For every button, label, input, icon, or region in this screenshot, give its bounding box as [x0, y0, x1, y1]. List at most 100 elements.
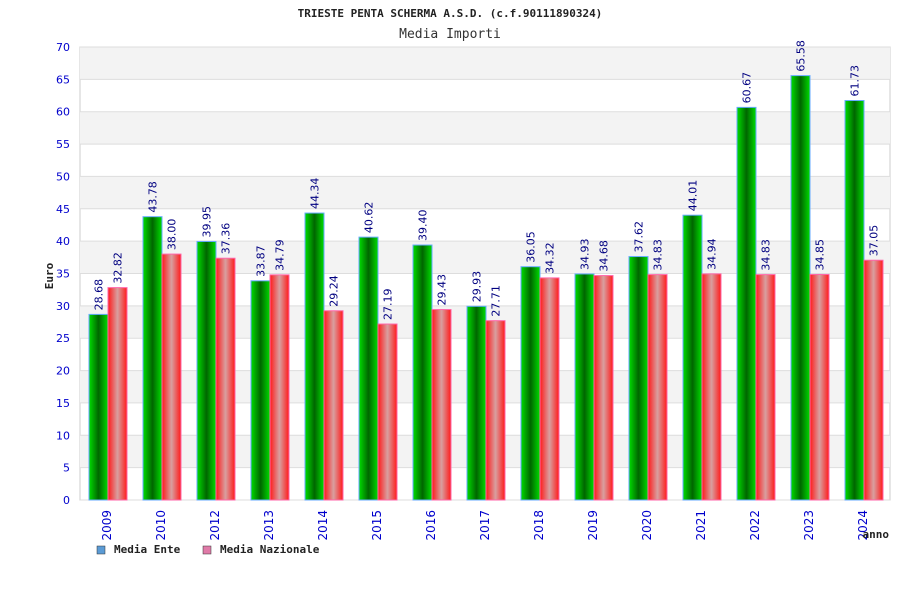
y-tick-label: 25: [56, 332, 70, 345]
y-tick-label: 50: [56, 170, 70, 183]
data-label: 37.36: [220, 223, 233, 255]
bar-media-ente-2013: [250, 280, 271, 501]
x-tick-label: 2021: [694, 510, 708, 541]
bar-media-ente-2018: [520, 266, 541, 501]
grid-band: [80, 176, 890, 209]
data-label: 61.73: [849, 65, 862, 97]
grid-band: [80, 47, 890, 80]
x-tick-label: 2020: [640, 510, 654, 541]
x-tick-label: 2013: [262, 510, 276, 541]
data-label: 65.58: [795, 40, 808, 72]
data-label: 36.05: [525, 231, 538, 263]
x-tick-label: 2016: [424, 510, 438, 541]
legend-swatch-media-ente: [96, 545, 106, 555]
bar-media-ente-2017: [466, 305, 487, 501]
bar-media-ente-2014: [304, 212, 325, 501]
y-tick-label: 5: [63, 462, 70, 475]
bar-media-nazionale-2018: [539, 277, 560, 501]
y-tick-label: 20: [56, 365, 70, 378]
bar-media-nazionale-2022: [755, 274, 776, 501]
data-label: 34.68: [598, 240, 611, 272]
legend-label-media-ente: Media Ente: [114, 543, 181, 556]
grid-band: [80, 111, 890, 145]
bar-media-nazionale-2010: [161, 253, 182, 501]
bar-media-nazionale-2012: [215, 257, 236, 501]
bar-media-nazionale-2023: [809, 273, 830, 501]
bar-media-ente-2010: [142, 216, 163, 501]
bar-media-nazionale-2024: [863, 259, 884, 501]
data-label: 34.79: [274, 239, 287, 271]
bar-media-nazionale-2009: [107, 287, 128, 501]
data-label: 34.94: [706, 238, 719, 270]
data-label: 43.78: [147, 181, 160, 213]
data-label: 40.62: [363, 202, 376, 234]
data-label: 29.93: [471, 271, 484, 303]
y-tick-label: 15: [56, 397, 70, 410]
y-tick-label: 40: [56, 235, 70, 248]
bar-media-ente-2009: [88, 313, 109, 501]
bar-media-ente-2016: [412, 244, 433, 501]
bar-media-nazionale-2015: [377, 323, 398, 501]
chart-subtitle: Media Importi: [399, 27, 501, 42]
data-label: 37.62: [633, 221, 646, 253]
data-label: 28.68: [93, 279, 106, 311]
legend-swatch-media-nazionale: [202, 545, 212, 555]
chart-title: TRIESTE PENTA SCHERMA A.S.D. (c.f.901118…: [298, 7, 603, 20]
x-tick-label: 2023: [802, 510, 816, 541]
bar-media-ente-2012: [196, 240, 217, 501]
x-tick-label: 2024: [856, 510, 870, 541]
x-tick-label: 2022: [748, 510, 762, 541]
legend: Media Ente Media Nazionale: [96, 543, 320, 556]
bar-media-ente-2015: [358, 236, 379, 501]
data-label: 33.87: [255, 245, 268, 277]
data-label: 44.01: [687, 180, 700, 212]
x-tick-label: 2012: [208, 510, 222, 541]
y-tick-label: 35: [56, 268, 70, 281]
data-label: 27.19: [382, 289, 395, 321]
y-tick-label: 65: [56, 73, 70, 86]
bar-media-nazionale-2017: [485, 320, 506, 501]
y-axis-label: Euro: [43, 262, 56, 289]
data-label: 34.93: [579, 238, 592, 270]
x-tick-label: 2019: [586, 510, 600, 541]
data-label: 29.24: [328, 275, 341, 307]
x-tick-label: 2009: [100, 510, 114, 541]
bar-media-nazionale-2020: [647, 274, 668, 501]
bar-media-nazionale-2014: [323, 310, 344, 501]
y-tick-label: 30: [56, 300, 70, 313]
data-label: 27.71: [490, 285, 503, 317]
data-label: 34.83: [652, 239, 665, 271]
x-axis-label: anno: [863, 528, 890, 541]
x-tick-label: 2010: [154, 510, 168, 541]
data-label: 34.85: [814, 239, 827, 271]
bar-media-nazionale-2021: [701, 273, 722, 501]
data-label: 44.34: [309, 178, 322, 210]
y-tick-label: 45: [56, 203, 70, 216]
data-label: 34.32: [544, 242, 557, 274]
y-tick-label: 10: [56, 429, 70, 442]
x-tick-label: 2015: [370, 510, 384, 541]
bar-media-ente-2023: [790, 75, 811, 501]
data-label: 60.67: [741, 72, 754, 104]
bar-media-ente-2020: [628, 256, 649, 501]
y-tick-label: 55: [56, 138, 70, 151]
bar-media-ente-2021: [682, 214, 703, 501]
y-tick-label: 70: [56, 41, 70, 54]
bar-media-nazionale-2019: [593, 275, 614, 501]
y-tick-label: 0: [63, 494, 70, 507]
bar-media-ente-2019: [574, 273, 595, 501]
bar-media-nazionale-2016: [431, 309, 452, 501]
data-label: 39.40: [417, 210, 430, 242]
y-tick-label: 60: [56, 106, 70, 119]
x-tick-label: 2017: [478, 510, 492, 541]
bar-media-ente-2022: [736, 106, 757, 501]
bar-media-ente-2024: [844, 100, 865, 501]
data-label: 34.83: [760, 239, 773, 271]
data-label: 39.95: [201, 206, 214, 238]
data-label: 38.00: [166, 219, 179, 251]
bar-media-nazionale-2013: [269, 274, 290, 501]
data-label: 37.05: [868, 225, 881, 257]
x-tick-label: 2018: [532, 510, 546, 541]
legend-label-media-nazionale: Media Nazionale: [220, 543, 320, 556]
